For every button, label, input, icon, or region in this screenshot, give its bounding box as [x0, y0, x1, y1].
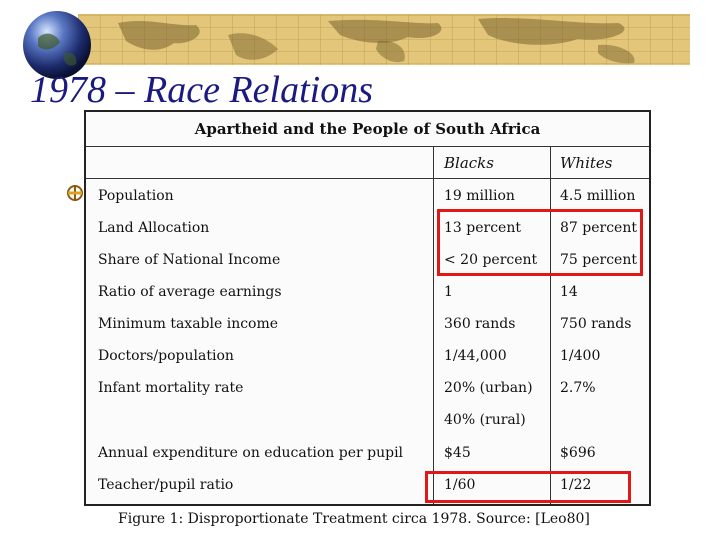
- row-label: Annual expenditure on education per pupi…: [98, 445, 404, 461]
- row-whites: 4.5 million: [560, 188, 636, 204]
- row-whites: 1/22: [560, 477, 592, 493]
- row-blacks: 360 rands: [444, 316, 516, 332]
- row-whites: 750 rands: [560, 316, 632, 332]
- row-label: Population: [98, 188, 174, 204]
- row-whites: 14: [560, 284, 578, 300]
- row-blacks: $45: [444, 445, 471, 461]
- row-whites: $696: [560, 445, 596, 461]
- header-whites: Whites: [560, 154, 613, 172]
- row-whites: 75 percent: [560, 252, 637, 268]
- row-label: Land Allocation: [98, 220, 210, 236]
- table-rule-header: [86, 178, 649, 179]
- header-blacks: Blacks: [444, 154, 494, 172]
- apartheid-table: Apartheid and the People of South Africa…: [84, 110, 651, 506]
- table-rule-top: [86, 146, 649, 147]
- row-label: Infant mortality rate: [98, 380, 244, 396]
- slide-title: 1978 – Race Relations: [30, 69, 373, 111]
- row-whites: 87 percent: [560, 220, 637, 236]
- row-blacks: 1/44,000: [444, 348, 507, 364]
- row-label: Doctors/population: [98, 348, 234, 364]
- row-blacks: 19 million: [444, 188, 515, 204]
- row-blacks: 1/60: [444, 477, 476, 493]
- row-whites: 2.7%: [560, 380, 596, 396]
- table-title: Apartheid and the People of South Africa: [194, 120, 541, 138]
- row-label: Minimum taxable income: [98, 316, 279, 332]
- world-map-graphic: [78, 15, 690, 65]
- row-whites: 1/400: [560, 348, 601, 364]
- row-label: Teacher/pupil ratio: [98, 477, 234, 493]
- bullet-icon: [67, 185, 83, 201]
- row-blacks: 1: [444, 284, 453, 300]
- row-label: Ratio of average earnings: [98, 284, 282, 300]
- row-blacks: 40% (rural): [444, 412, 526, 428]
- row-blacks: < 20 percent: [444, 252, 538, 268]
- highlight-land-income: [437, 209, 643, 276]
- table-divider-1: [433, 146, 434, 504]
- figure-caption: Figure 1: Disproportionate Treatment cir…: [118, 511, 590, 527]
- header-banner: [78, 14, 690, 65]
- globe-icon: [23, 11, 91, 79]
- highlight-teacher-ratio: [425, 471, 631, 503]
- table-divider-2: [550, 146, 551, 504]
- row-blacks: 20% (urban): [444, 380, 533, 396]
- row-label: Share of National Income: [98, 252, 281, 268]
- row-blacks: 13 percent: [444, 220, 521, 236]
